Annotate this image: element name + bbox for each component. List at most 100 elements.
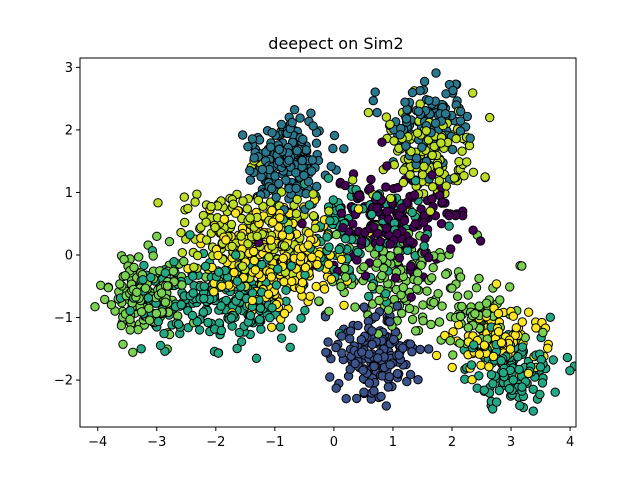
scatter-point bbox=[291, 168, 301, 178]
scatter-point bbox=[538, 327, 548, 338]
scatter-point bbox=[495, 295, 505, 305]
scatter-point bbox=[465, 133, 475, 143]
scatter-point bbox=[336, 208, 347, 219]
scatter-point bbox=[287, 276, 297, 287]
scatter-point bbox=[249, 255, 260, 266]
scatter-point bbox=[324, 259, 334, 269]
scatter-point bbox=[517, 342, 528, 352]
scatter-point bbox=[230, 208, 241, 218]
scatter-point bbox=[308, 189, 318, 199]
scatter-point bbox=[345, 334, 355, 344]
scatter-point bbox=[479, 340, 490, 350]
scatter-point bbox=[277, 230, 288, 240]
scatter-point bbox=[296, 313, 306, 323]
x-tick-label: −2 bbox=[206, 435, 225, 450]
scatter-point bbox=[348, 219, 358, 229]
scatter-point bbox=[266, 235, 276, 245]
scatter-point bbox=[437, 197, 448, 207]
scatter-point bbox=[469, 340, 479, 350]
scatter-point bbox=[398, 343, 408, 353]
scatter-point bbox=[447, 362, 457, 373]
scatter-point bbox=[287, 117, 297, 128]
scatter-point bbox=[352, 393, 362, 404]
scatter-point bbox=[377, 137, 387, 147]
scatter-point bbox=[354, 190, 364, 201]
scatter-point bbox=[406, 292, 416, 302]
scatter-point bbox=[115, 279, 125, 289]
scatter-point bbox=[398, 177, 408, 188]
scatter-point bbox=[436, 138, 446, 148]
scatter-point bbox=[203, 317, 213, 328]
scatter-point bbox=[382, 161, 392, 171]
scatter-point bbox=[337, 331, 347, 341]
x-tick-label: −4 bbox=[88, 435, 107, 450]
scatter-point bbox=[470, 309, 480, 319]
scatter-point bbox=[359, 262, 369, 272]
y-tick-label: 3 bbox=[65, 61, 73, 76]
scatter-point bbox=[468, 225, 478, 235]
scatter-point bbox=[455, 338, 465, 348]
scatter-point bbox=[413, 106, 424, 117]
scatter-point bbox=[389, 136, 399, 146]
scatter-point bbox=[271, 280, 282, 290]
scatter-point bbox=[341, 394, 351, 404]
scatter-point bbox=[308, 121, 318, 131]
scatter-point bbox=[407, 87, 418, 98]
scatter-point bbox=[286, 261, 296, 271]
scatter-point bbox=[143, 293, 154, 303]
scatter-point bbox=[381, 223, 392, 233]
scatter-point bbox=[493, 308, 504, 319]
scatter-point bbox=[508, 375, 518, 385]
scatter-point bbox=[431, 350, 442, 361]
scatter-point bbox=[247, 295, 258, 306]
scatter-point bbox=[281, 285, 291, 295]
scatter-point bbox=[116, 320, 127, 331]
scatter-point bbox=[209, 287, 219, 297]
scatter-point bbox=[219, 214, 230, 224]
scatter-point bbox=[430, 118, 441, 128]
scatter-point bbox=[274, 178, 284, 189]
scatter-point bbox=[311, 281, 321, 292]
scatter-point bbox=[367, 209, 377, 220]
scatter-point bbox=[373, 353, 383, 363]
scatter-point bbox=[159, 328, 169, 339]
scatter-point bbox=[106, 300, 117, 310]
scatter-point bbox=[389, 334, 399, 345]
scatter-point bbox=[136, 344, 146, 354]
scatter-point bbox=[217, 281, 227, 291]
scatter-point bbox=[284, 225, 294, 235]
scatter-point bbox=[419, 76, 430, 87]
scatter-point bbox=[427, 150, 437, 161]
scatter-point bbox=[279, 308, 290, 319]
scatter-point bbox=[418, 217, 429, 228]
scatter-point bbox=[329, 130, 340, 141]
scatter-point bbox=[214, 267, 224, 277]
scatter-point bbox=[463, 323, 473, 333]
scatter-point bbox=[321, 347, 331, 357]
x-tick-label: 0 bbox=[330, 435, 338, 450]
scatter-point bbox=[405, 170, 415, 180]
scatter-point bbox=[276, 333, 287, 343]
y-tick-label: 0 bbox=[65, 249, 73, 264]
scatter-point bbox=[336, 281, 346, 292]
scatter-point bbox=[545, 312, 555, 322]
scatter-point bbox=[448, 350, 458, 360]
scatter-point bbox=[245, 165, 255, 176]
scatter-point bbox=[199, 281, 210, 291]
scatter-point bbox=[210, 222, 220, 233]
scatter-point bbox=[471, 283, 482, 293]
scatter-point bbox=[384, 372, 395, 382]
scatter-point bbox=[399, 165, 409, 175]
scatter-point bbox=[452, 291, 463, 301]
scatter-point bbox=[491, 397, 502, 407]
scatter-point bbox=[331, 342, 341, 353]
scatter-point bbox=[445, 336, 455, 346]
scatter-point bbox=[427, 194, 437, 204]
scatter-point bbox=[565, 366, 575, 376]
scatter-point bbox=[417, 170, 428, 180]
scatter-point bbox=[415, 344, 425, 355]
scatter-point bbox=[425, 206, 435, 216]
scatter-point bbox=[535, 362, 546, 372]
scatter-point bbox=[275, 213, 285, 223]
scatter-point bbox=[213, 348, 224, 358]
